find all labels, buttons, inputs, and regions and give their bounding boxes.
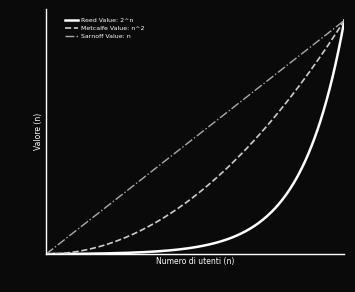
Y-axis label: Valore (n): Valore (n) bbox=[34, 113, 43, 150]
Legend: Reed Value: 2^n, Metcalfe Value: n^2, Sarnoff Value: n: Reed Value: 2^n, Metcalfe Value: n^2, Sa… bbox=[64, 17, 146, 40]
X-axis label: Numero di utenti (n): Numero di utenti (n) bbox=[156, 257, 234, 266]
